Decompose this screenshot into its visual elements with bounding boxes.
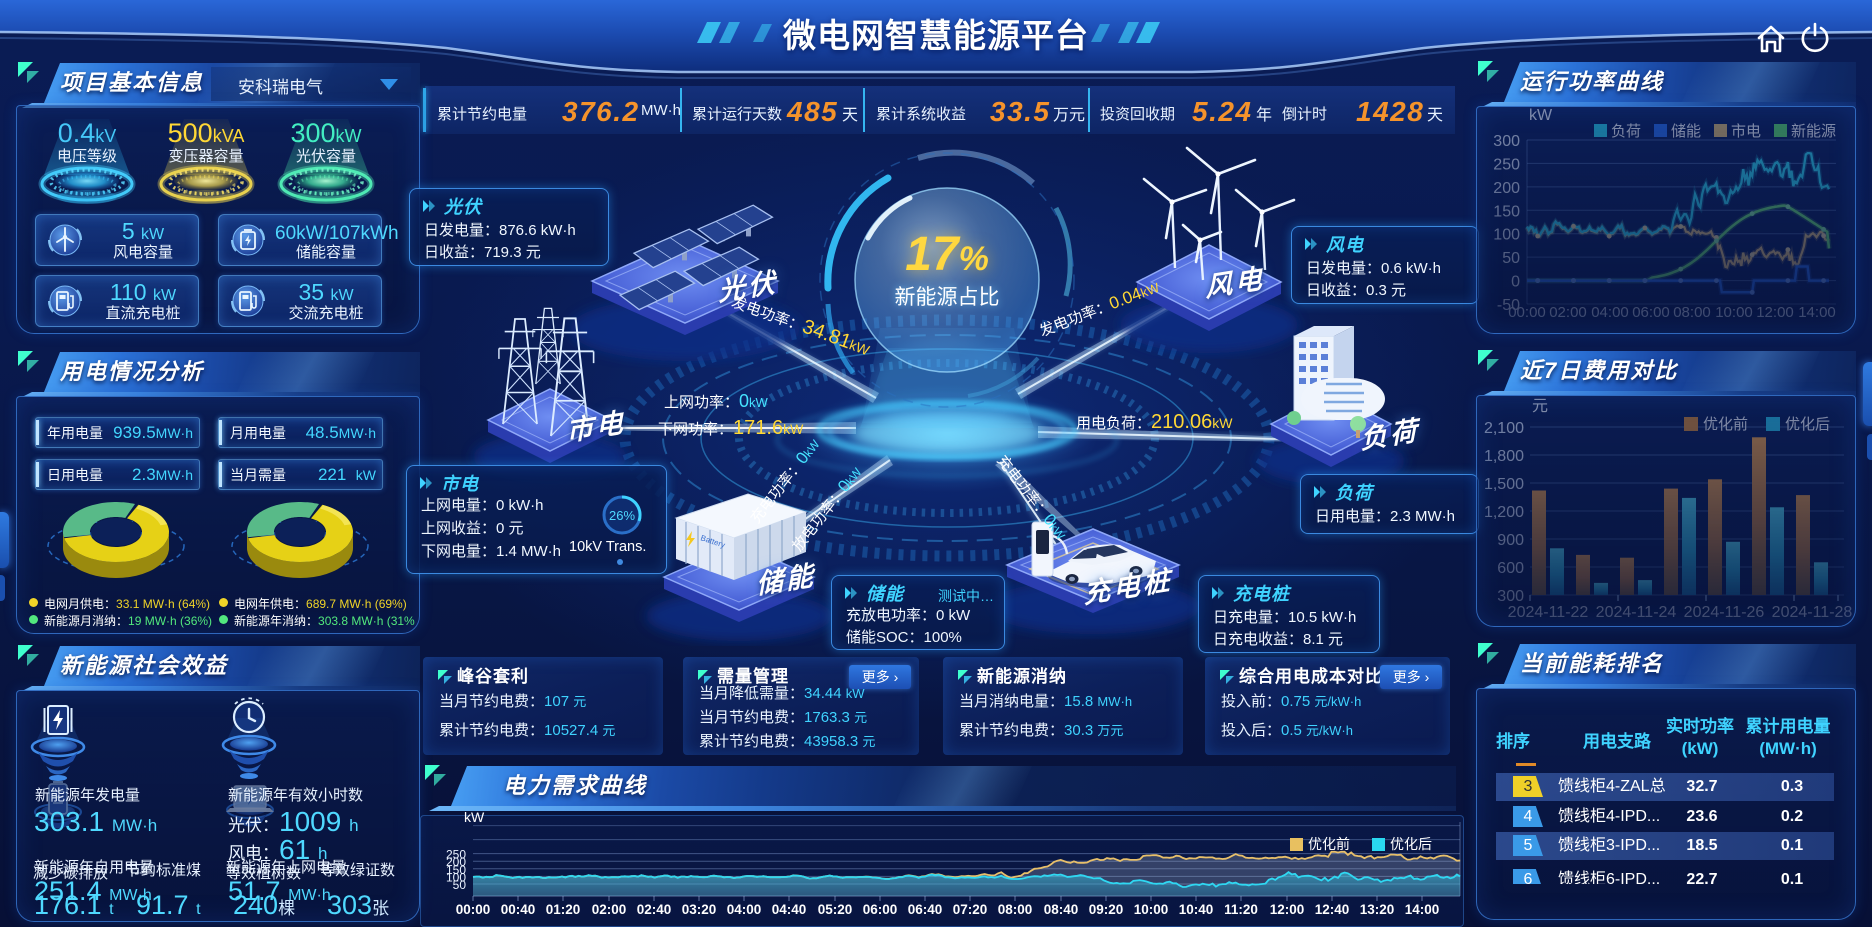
svg-text:26%: 26% [609, 508, 635, 523]
svg-text:12:00: 12:00 [1270, 902, 1305, 917]
svg-text:00:00: 00:00 [456, 902, 491, 917]
svg-text:06:40: 06:40 [908, 902, 943, 917]
svg-text:250: 250 [446, 848, 466, 862]
svg-text:kW: kW [464, 812, 485, 825]
svg-text:10:40: 10:40 [1179, 902, 1214, 917]
svg-text:100: 100 [446, 870, 466, 884]
svg-text:13:20: 13:20 [1360, 902, 1395, 917]
svg-text:08:00: 08:00 [998, 902, 1033, 917]
svg-text:200: 200 [446, 855, 466, 869]
svg-text:150: 150 [446, 863, 466, 877]
svg-text:08:40: 08:40 [1044, 902, 1079, 917]
svg-text:06:00: 06:00 [863, 902, 898, 917]
svg-text:00:40: 00:40 [501, 902, 536, 917]
svg-text:04:00: 04:00 [727, 902, 762, 917]
svg-text:14:00: 14:00 [1405, 902, 1440, 917]
svg-text:01:20: 01:20 [546, 902, 581, 917]
svg-text:02:40: 02:40 [637, 902, 672, 917]
svg-text:优化后: 优化后 [1390, 836, 1432, 852]
svg-text:50: 50 [453, 878, 467, 892]
svg-text:12:40: 12:40 [1315, 902, 1350, 917]
svg-text:03:20: 03:20 [682, 902, 717, 917]
svg-text:11:20: 11:20 [1224, 902, 1258, 917]
svg-text:04:40: 04:40 [772, 902, 807, 917]
svg-text:优化前: 优化前 [1308, 836, 1350, 852]
svg-text:02:00: 02:00 [592, 902, 627, 917]
svg-text:10:00: 10:00 [1134, 902, 1169, 917]
svg-text:09:20: 09:20 [1089, 902, 1124, 917]
svg-text:05:20: 05:20 [818, 902, 853, 917]
svg-text:07:20: 07:20 [953, 902, 988, 917]
